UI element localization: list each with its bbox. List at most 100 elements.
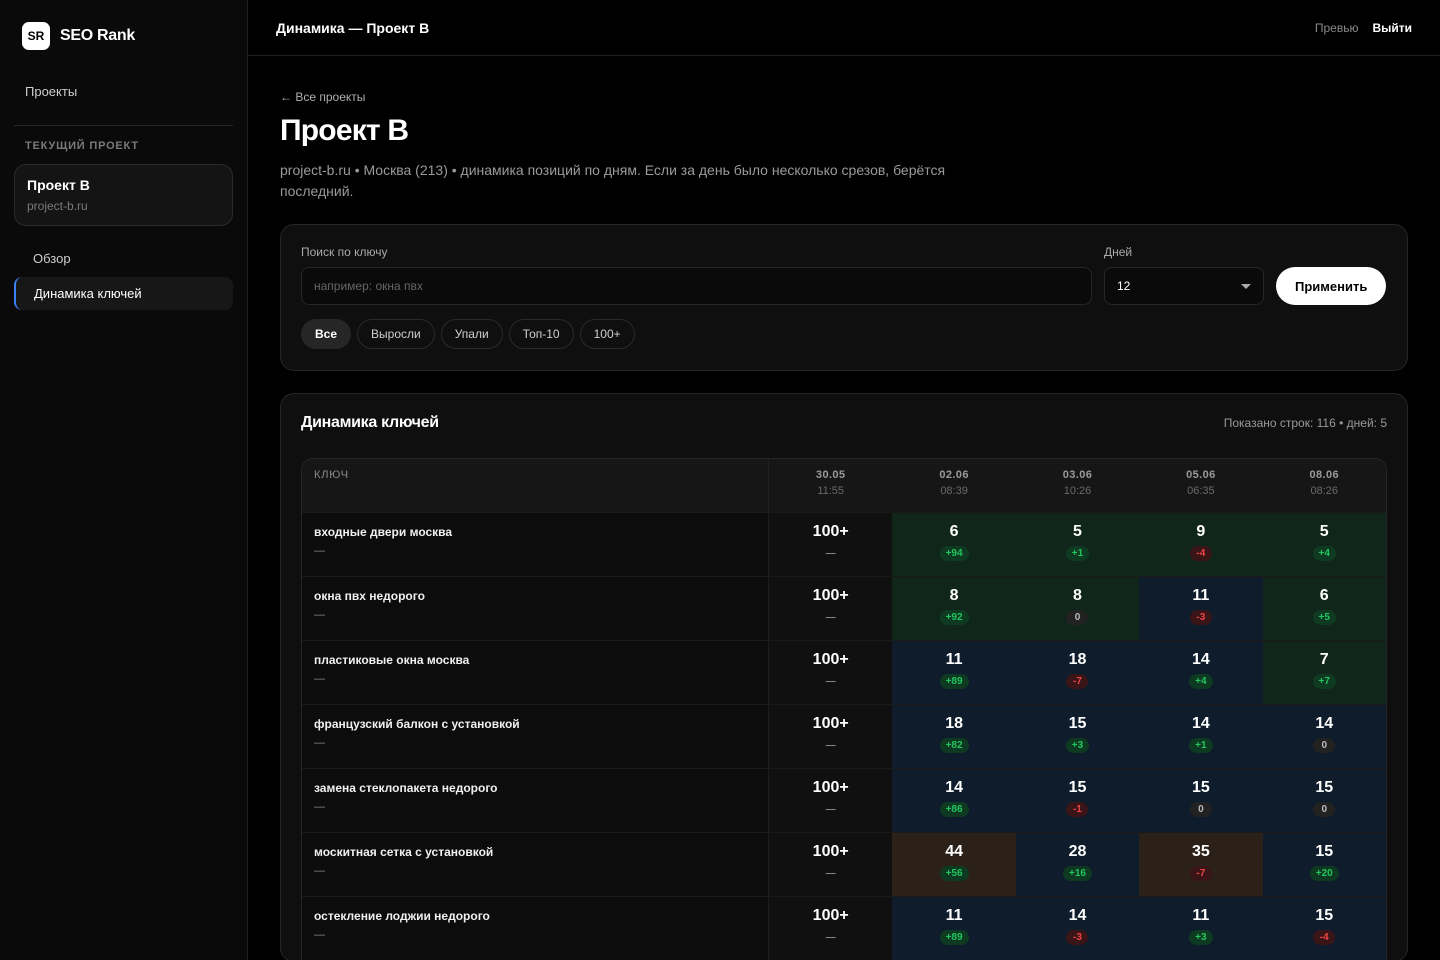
topbar: Динамика — Проект B Превью Выйти	[248, 0, 1440, 56]
position-delta-badge: -7	[1066, 674, 1089, 689]
position-cell: 11 +89	[892, 897, 1016, 960]
sidebar-divider	[14, 125, 233, 126]
current-project-card[interactable]: Проект B project-b.ru	[14, 164, 233, 226]
day-time: 08:26	[1310, 485, 1339, 497]
position-value: 100+	[812, 651, 849, 668]
dynamics-table: КЛЮЧ 30.05 11:55 02.06 08:39 03.06 10:26 05.06…	[301, 458, 1387, 960]
chevron-down-icon	[1241, 283, 1251, 289]
position-delta-badge: +7	[1312, 674, 1336, 689]
position-delta-badge: -4	[1313, 930, 1336, 945]
position-delta-badge: -7	[1189, 866, 1212, 881]
position-cell: 15 0	[1262, 769, 1386, 832]
position-value: 5	[1073, 523, 1082, 540]
chip-100plus[interactable]: 100+	[579, 319, 635, 349]
brand[interactable]: SR SEO Rank	[14, 22, 233, 50]
position-delta-badge: +86	[939, 802, 969, 817]
apply-button[interactable]: Применить	[1276, 267, 1387, 305]
search-input[interactable]	[301, 267, 1092, 305]
day-date: 03.06	[1062, 469, 1093, 481]
position-cell: 100+ —	[769, 769, 893, 832]
position-cell: 5 +4	[1262, 513, 1386, 576]
logout-link[interactable]: Выйти	[1372, 20, 1412, 35]
position-delta-badge: —	[825, 548, 836, 559]
table-row[interactable]: замена стеклопакета недорого —100+ —14 +86 1…	[302, 768, 1386, 832]
table-body: входные двери москва —100+ —6 +94 5 +1 9 -4 5 +4 о…	[302, 512, 1386, 960]
column-header-day[interactable]: 30.05 11:55	[769, 459, 892, 512]
keyword-subtext: —	[314, 737, 325, 749]
brand-logo-icon: SR	[22, 22, 50, 50]
keyword-cell: москитная сетка с установкой —	[302, 833, 769, 896]
position-value: 6	[1319, 587, 1329, 604]
position-cell: 14 +86	[892, 769, 1016, 832]
column-header-day[interactable]: 02.06 08:39	[892, 459, 1015, 512]
keyword-subtext: —	[314, 801, 325, 813]
keyword-subtext: —	[314, 609, 325, 621]
keyword-cell: входные двери москва —	[302, 513, 769, 576]
position-value: 15	[1068, 779, 1087, 796]
position-value: 100+	[812, 523, 849, 540]
position-delta-badge: —	[825, 740, 836, 751]
chip-grew[interactable]: Выросли	[357, 319, 435, 349]
keyword-cell: окна пвх недорого —	[302, 577, 769, 640]
position-value: 100+	[812, 587, 849, 604]
position-cell: 28 +16	[1015, 833, 1140, 896]
table-header-row: КЛЮЧ 30.05 11:55 02.06 08:39 03.06 10:26 05.06…	[302, 459, 1386, 512]
preview-link[interactable]: Превью	[1314, 20, 1359, 35]
column-header-day[interactable]: 03.06 10:26	[1016, 459, 1139, 512]
main: Динамика — Проект B Превью Выйти ← Все п…	[248, 0, 1440, 960]
position-value: 9	[1196, 523, 1206, 540]
column-header-day[interactable]: 05.06 06:35	[1139, 459, 1262, 512]
keyword-subtext: —	[314, 673, 325, 685]
position-cell: 11 +89	[892, 641, 1016, 704]
filter-panel: Поиск по ключу Дней 12 Применить Все Вы	[280, 224, 1408, 371]
position-cell: 6 +94	[892, 513, 1016, 576]
sidebar-item-overview[interactable]: Обзор	[33, 251, 71, 266]
keyword-subtext: —	[314, 929, 325, 941]
table-row[interactable]: москитная сетка с установкой —100+ —44 +56 2…	[302, 832, 1386, 896]
position-cell: 8 +92	[892, 577, 1016, 640]
position-cell: 7 +7	[1262, 641, 1386, 704]
position-delta-badge: +20	[1309, 866, 1339, 881]
position-delta-badge: 0	[1313, 738, 1336, 753]
keyword-cell: французский балкон с установкой —	[302, 705, 769, 768]
position-delta-badge: +89	[939, 674, 969, 689]
chip-top10[interactable]: Топ-10	[508, 319, 574, 349]
keyword-dynamics-card: Динамика ключей Показано строк: 116 • дн…	[280, 393, 1408, 960]
day-date: 02.06	[939, 469, 969, 481]
position-value: 35	[1191, 843, 1210, 860]
position-value: 11	[1192, 587, 1210, 604]
position-cell: 14 -3	[1015, 897, 1140, 960]
back-to-projects-link[interactable]: ← Все проекты	[280, 90, 366, 104]
days-select[interactable]: 12	[1104, 267, 1264, 305]
position-delta-badge: +3	[1189, 930, 1213, 945]
position-cell: 100+ —	[769, 641, 893, 704]
keyword-subtext: —	[314, 865, 325, 877]
keyword-name: москитная сетка с установкой	[314, 845, 494, 859]
position-delta-badge: 0	[1066, 610, 1089, 625]
keyword-name: входные двери москва	[314, 525, 453, 539]
days-label: Дней	[1104, 245, 1133, 259]
position-value: 15	[1315, 779, 1334, 796]
chip-all[interactable]: Все	[301, 319, 352, 349]
days-field: Дней 12	[1104, 245, 1264, 305]
table-row[interactable]: французский балкон с установкой —100+ —18 +…	[302, 704, 1386, 768]
keyword-name: окна пвх недорого	[314, 589, 425, 603]
position-delta-badge: +89	[939, 930, 969, 945]
sidebar-item-keyword-dynamics[interactable]: Динамика ключей	[14, 277, 233, 310]
column-header-keyword[interactable]: КЛЮЧ	[302, 459, 769, 512]
sidebar-item-projects[interactable]: Проекты	[25, 84, 78, 99]
position-value: 18	[1068, 651, 1087, 668]
position-delta-badge: -1	[1066, 802, 1089, 817]
chip-dropped[interactable]: Упали	[440, 319, 503, 349]
position-cell: 100+ —	[769, 897, 893, 960]
position-cell: 18 +82	[892, 705, 1016, 768]
table-row[interactable]: остекление лоджии недорого —100+ —11 +89 14-…	[302, 896, 1386, 960]
position-value: 11	[1192, 907, 1210, 924]
table-row[interactable]: пластиковые окна москва —100+ —11 +89 18 -7 14…	[302, 640, 1386, 704]
table-row[interactable]: входные двери москва —100+ —6 +94 5 +1 9 -4 5 +4	[302, 512, 1386, 576]
position-delta-badge: +94	[939, 546, 969, 561]
table-row[interactable]: окна пвх недорого —100+ —8 +92 8 0 11 -3 6 +5	[302, 576, 1386, 640]
position-delta-badge: 0	[1313, 802, 1336, 817]
column-header-day[interactable]: 08.06 08:26	[1263, 459, 1386, 512]
